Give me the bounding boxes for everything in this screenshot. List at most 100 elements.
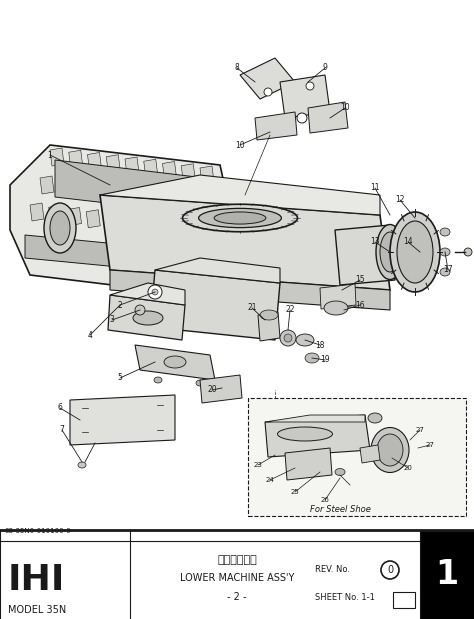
Polygon shape [108,295,185,340]
Text: 26: 26 [320,497,329,503]
Polygon shape [25,235,202,275]
Bar [420,530,474,619]
Text: - 2 -: - 2 - [227,592,247,602]
Ellipse shape [296,334,314,346]
Text: 2: 2 [118,300,122,310]
Polygon shape [171,192,185,210]
Ellipse shape [380,232,400,272]
Circle shape [297,113,307,123]
Ellipse shape [324,301,348,315]
Polygon shape [78,181,91,199]
Ellipse shape [196,380,204,386]
Text: 23: 23 [254,462,263,468]
Text: 10: 10 [340,103,350,113]
Ellipse shape [440,268,450,276]
Polygon shape [360,445,380,463]
Ellipse shape [133,311,163,325]
Text: 08-35N0-010100-0: 08-35N0-010100-0 [5,528,72,534]
Text: 14: 14 [403,238,413,246]
FancyBboxPatch shape [248,398,466,516]
Text: 5: 5 [118,373,122,383]
Polygon shape [134,188,148,206]
Text: 20: 20 [403,465,412,471]
Polygon shape [69,150,83,168]
Text: 1: 1 [47,150,52,160]
Text: 4: 4 [88,331,92,339]
Text: 18: 18 [315,340,325,350]
Polygon shape [55,160,210,215]
Polygon shape [265,415,370,457]
Text: 9: 9 [323,64,328,72]
Polygon shape [320,284,356,309]
Ellipse shape [164,356,186,368]
Polygon shape [161,219,175,236]
Text: 1: 1 [436,558,458,591]
Polygon shape [96,183,110,201]
Text: 12: 12 [395,196,405,204]
Text: 0: 0 [387,565,393,575]
Ellipse shape [199,209,282,228]
Polygon shape [181,164,195,182]
Polygon shape [144,159,158,177]
Circle shape [135,305,145,315]
Polygon shape [70,395,175,445]
Polygon shape [308,102,348,133]
Polygon shape [115,185,129,203]
Circle shape [148,285,162,299]
Polygon shape [335,225,395,285]
Text: 24: 24 [265,477,274,483]
Ellipse shape [440,248,450,256]
Bar [393,592,415,608]
Ellipse shape [368,413,382,423]
Polygon shape [50,148,64,166]
Polygon shape [40,176,54,194]
Text: 8: 8 [235,64,239,72]
Polygon shape [265,415,365,422]
Circle shape [152,289,158,295]
Text: 下部機械組立: 下部機械組立 [217,555,257,565]
Polygon shape [10,145,230,295]
Circle shape [306,82,314,90]
Ellipse shape [376,225,404,280]
Polygon shape [59,178,73,196]
Text: REV. No.: REV. No. [315,566,350,574]
Text: 20: 20 [207,386,217,394]
Polygon shape [150,270,280,340]
Ellipse shape [397,221,433,283]
Text: 21: 21 [247,303,257,313]
Polygon shape [200,375,242,403]
Ellipse shape [335,469,345,475]
Polygon shape [86,210,100,228]
Polygon shape [67,207,82,225]
Text: 7: 7 [60,425,64,435]
Ellipse shape [305,353,319,363]
Text: 16: 16 [355,300,365,310]
Polygon shape [100,195,390,290]
Polygon shape [124,214,138,232]
Text: 17: 17 [443,266,453,274]
Ellipse shape [44,203,76,253]
Text: 10: 10 [235,141,245,150]
Text: 27: 27 [416,427,424,433]
Polygon shape [49,206,63,223]
Text: 6: 6 [57,404,63,412]
Polygon shape [110,270,390,310]
Circle shape [284,334,292,342]
Text: For Steel Shoe: For Steel Shoe [310,506,371,514]
Text: 11: 11 [370,183,380,193]
Text: IHI: IHI [8,563,65,597]
Circle shape [280,330,296,346]
Text: 25: 25 [291,489,300,495]
Ellipse shape [214,212,266,224]
Polygon shape [88,152,101,170]
Text: 3: 3 [109,316,114,324]
Polygon shape [125,157,139,175]
Polygon shape [143,217,156,235]
Circle shape [464,248,472,256]
Polygon shape [155,258,280,283]
Polygon shape [190,194,204,212]
Polygon shape [100,175,380,215]
Text: 13: 13 [370,238,380,246]
Ellipse shape [371,428,409,472]
Polygon shape [135,345,215,380]
